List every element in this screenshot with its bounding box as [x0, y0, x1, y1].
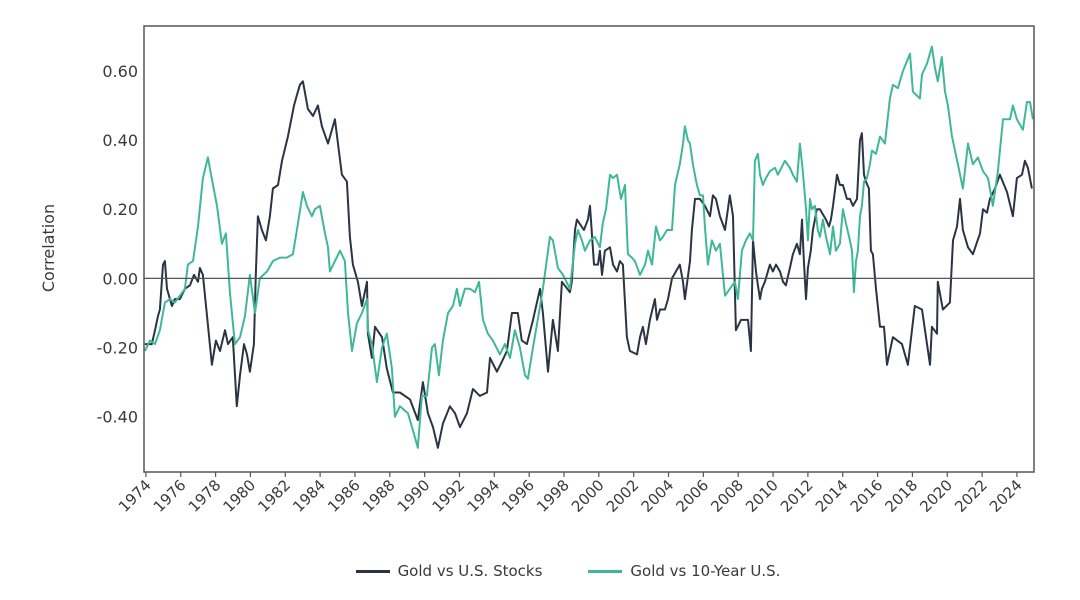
x-axis: 1974197619781980198219841986198819901992…	[115, 472, 1026, 516]
x-tick-label: 1992	[429, 476, 469, 516]
x-tick-label: 1996	[498, 476, 538, 516]
x-tick-label: 2002	[603, 476, 643, 516]
x-tick-label: 1998	[533, 476, 573, 516]
legend: Gold vs U.S. Stocks Gold vs 10-Year U.S.	[0, 562, 1080, 580]
y-axis: 0.60 0.40 0.20 0.00 -0.20 -0.40	[97, 62, 138, 427]
x-tick-label: 1978	[185, 476, 225, 516]
x-tick-label: 2000	[568, 476, 608, 516]
legend-swatch-treasury	[588, 569, 623, 573]
x-tick-label: 2012	[777, 476, 817, 516]
x-tick-label: 1980	[220, 476, 260, 516]
series-layer	[143, 45, 1034, 449]
x-tick-label: 2006	[672, 476, 712, 516]
x-tick-label: 2004	[638, 476, 678, 516]
y-tick-label: 0.20	[102, 200, 138, 219]
x-tick-label: 1990	[394, 476, 434, 516]
series-line-gold-vs-stocks	[144, 80, 1033, 449]
y-tick-label: 0.60	[102, 62, 138, 81]
x-tick-label: 1974	[115, 476, 155, 516]
y-tick-label: 0.00	[102, 269, 138, 288]
legend-item-treasury: Gold vs 10-Year U.S.	[588, 562, 780, 580]
x-tick-label: 1988	[359, 476, 399, 516]
x-tick-label: 2016	[847, 476, 887, 516]
x-tick-label: 2020	[916, 476, 956, 516]
legend-label-treasury: Gold vs 10-Year U.S.	[630, 562, 781, 580]
legend-swatch-stocks	[355, 569, 390, 573]
x-tick-label: 2014	[812, 476, 852, 516]
legend-item-stocks: Gold vs U.S. Stocks	[355, 562, 543, 580]
y-tick-label: -0.20	[97, 339, 138, 358]
x-tick-label: 1986	[324, 476, 364, 516]
x-tick-label: 2008	[707, 476, 747, 516]
x-tick-label: 2010	[742, 476, 782, 516]
x-tick-label: 1982	[254, 476, 294, 516]
series-line-gold-vs-10yr	[143, 45, 1034, 449]
x-tick-label: 1994	[463, 476, 503, 516]
y-tick-label: 0.40	[102, 131, 138, 150]
legend-label-stocks: Gold vs U.S. Stocks	[397, 562, 543, 580]
y-axis-title: Correlation	[39, 204, 58, 292]
x-tick-label: 2024	[986, 476, 1026, 516]
plot-frame	[143, 25, 1035, 473]
x-tick-label: 2022	[951, 476, 991, 516]
x-tick-label: 2018	[882, 476, 922, 516]
x-tick-label: 1976	[150, 476, 190, 516]
y-tick-label: -0.40	[97, 408, 138, 427]
x-tick-label: 1984	[289, 476, 329, 516]
